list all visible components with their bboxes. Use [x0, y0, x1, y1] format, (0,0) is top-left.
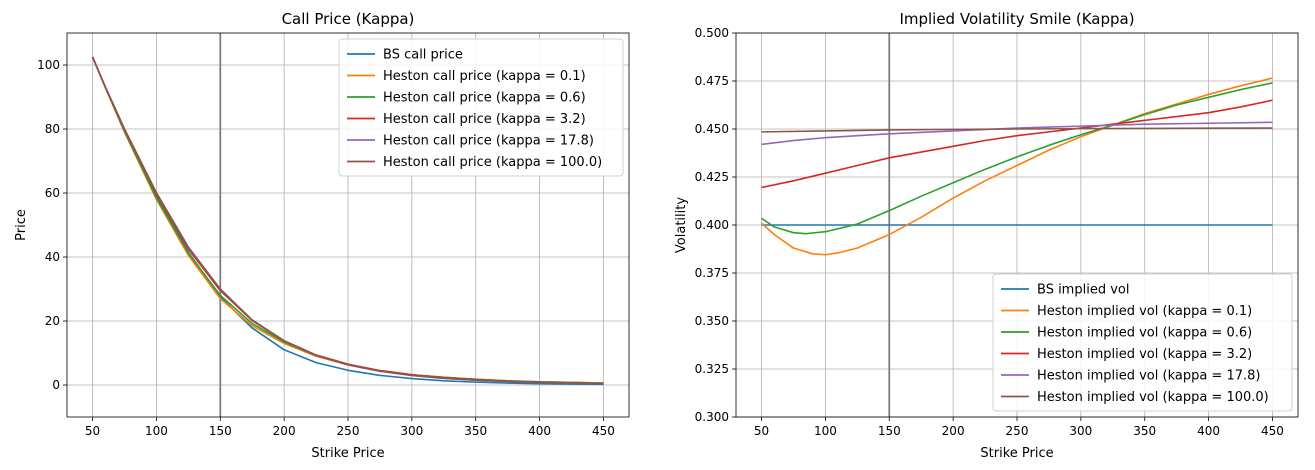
legend-label: Heston call price (kappa = 0.1): [383, 69, 586, 84]
chart-title: Implied Volatility Smile (Kappa): [899, 10, 1134, 28]
series-line-5: [761, 127, 1273, 133]
y-tick-label: 60: [45, 186, 60, 200]
legend-item: Heston call price (kappa = 17.8): [347, 134, 594, 149]
legend-label: Heston call price (kappa = 0.6): [383, 91, 586, 106]
x-tick-label: 350: [464, 424, 487, 438]
series-line-5: [91, 56, 604, 385]
y-tick-label: 0.425: [695, 170, 729, 184]
y-axis-label: Volatility: [674, 197, 689, 253]
legend-item: Heston call price (kappa = 100.0): [347, 155, 602, 170]
legend-item: BS call price: [347, 48, 463, 63]
legend-item: Heston call price (kappa = 0.6): [347, 91, 586, 106]
y-tick-label: 80: [45, 122, 60, 136]
y-tick-label: 0: [52, 378, 60, 392]
y-tick-label: 100: [37, 58, 60, 72]
legend-label: Heston implied vol (kappa = 3.2): [1037, 347, 1252, 362]
legend-label: Heston implied vol (kappa = 100.0): [1037, 390, 1269, 405]
legend-label: Heston implied vol (kappa = 0.6): [1037, 326, 1252, 341]
legend-item: Heston implied vol (kappa = 100.0): [1001, 390, 1269, 405]
legend-label: Heston implied vol (kappa = 0.1): [1037, 304, 1252, 319]
y-tick-label: 0.300: [695, 410, 729, 424]
legend-label: Heston call price (kappa = 3.2): [383, 112, 586, 127]
legend-item: Heston call price (kappa = 0.1): [347, 69, 586, 84]
x-axis-label: Strike Price: [980, 446, 1053, 461]
x-tick-label: 100: [814, 424, 837, 438]
legend-label: Heston call price (kappa = 100.0): [383, 155, 602, 170]
legend-item: Heston implied vol (kappa = 3.2): [1001, 347, 1252, 362]
y-axis-label: Price: [14, 209, 29, 241]
legend-item: Heston implied vol (kappa = 0.6): [1001, 326, 1252, 341]
legend-item: Heston implied vol (kappa = 17.8): [1001, 369, 1260, 384]
axes-frame: [66, 32, 630, 418]
legend-label: Heston implied vol (kappa = 17.8): [1037, 369, 1260, 384]
y-tick-label: 0.400: [695, 218, 729, 232]
series-line-4: [761, 121, 1273, 146]
legend-item: Heston implied vol (kappa = 0.1): [1001, 304, 1252, 319]
legend-label: Heston call price (kappa = 17.8): [383, 134, 594, 149]
implied-volatility-chart: 50 100 150 200 250 300 350 400 450 0.300 0.325 0.35…: [674, 10, 1299, 461]
x-tick-label: 150: [878, 424, 901, 438]
y-tick-label: 0.500: [695, 26, 729, 40]
x-tick-label: 300: [400, 424, 423, 438]
y-tick-label: 0.375: [695, 266, 729, 280]
x-tick-label: 450: [592, 424, 615, 438]
legend-item: BS implied vol: [1001, 283, 1129, 298]
x-tick-label: 50: [85, 424, 100, 438]
series-line-1: [761, 77, 1273, 256]
chart-title: Call Price (Kappa): [282, 10, 415, 28]
y-tick-label: 40: [45, 250, 60, 264]
x-tick-label: 450: [1261, 424, 1284, 438]
y-tick-label: 20: [45, 314, 60, 328]
legend-label: BS implied vol: [1037, 283, 1129, 298]
x-tick-label: 250: [1006, 424, 1029, 438]
x-tick-label: 100: [145, 424, 168, 438]
y-tick-label: 0.475: [695, 74, 729, 88]
legend-box: [338, 38, 624, 177]
y-tick-label: 0.350: [695, 314, 729, 328]
x-tick-label: 50: [754, 424, 769, 438]
series-line-2: [761, 82, 1273, 235]
legend-box: [992, 273, 1293, 412]
x-tick-label: 400: [1197, 424, 1220, 438]
x-tick-label: 200: [273, 424, 296, 438]
axes-frame: [735, 32, 1299, 418]
legend-label: BS call price: [383, 48, 463, 63]
series-line-3: [761, 99, 1273, 189]
legend: BS implied vol Heston implied vol (kappa …: [992, 273, 1293, 412]
y-tick-label: 0.450: [695, 122, 729, 136]
legend: BS call price Heston call price (kappa = …: [338, 38, 624, 177]
x-tick-label: 200: [942, 424, 965, 438]
x-axis-label: Strike Price: [311, 446, 384, 461]
x-tick-label: 150: [209, 424, 232, 438]
call-price-chart: 50 100 150 200 250 300 350 400 450 0 20 40 60 80 100 Ca…: [14, 10, 630, 461]
x-tick-label: 400: [528, 424, 551, 438]
x-tick-label: 350: [1133, 424, 1156, 438]
x-tick-label: 250: [337, 424, 360, 438]
x-tick-label: 300: [1069, 424, 1092, 438]
legend-item: Heston call price (kappa = 3.2): [347, 112, 586, 127]
y-tick-label: 0.325: [695, 362, 729, 376]
